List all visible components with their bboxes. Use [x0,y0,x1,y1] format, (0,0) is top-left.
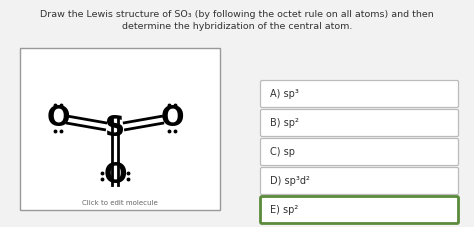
FancyBboxPatch shape [261,138,458,165]
Text: A) sp³: A) sp³ [270,89,299,99]
Text: O: O [46,104,70,132]
Text: B) sp²: B) sp² [270,118,299,128]
FancyBboxPatch shape [20,48,220,210]
Text: C) sp: C) sp [270,147,295,157]
Text: Click to edit molecule: Click to edit molecule [82,200,158,206]
Text: determine the hybridization of the central atom.: determine the hybridization of the centr… [122,22,352,31]
FancyBboxPatch shape [261,168,458,195]
FancyBboxPatch shape [261,109,458,136]
Text: E) sp²: E) sp² [270,205,298,215]
Text: Draw the Lewis structure of SO₃ (by following the octet rule on all atoms) and t: Draw the Lewis structure of SO₃ (by foll… [40,10,434,19]
Text: O: O [103,161,127,189]
Text: S: S [105,114,125,142]
FancyBboxPatch shape [261,197,458,224]
Text: D) sp³d²: D) sp³d² [270,176,310,186]
Text: O: O [160,104,184,132]
FancyBboxPatch shape [261,81,458,108]
